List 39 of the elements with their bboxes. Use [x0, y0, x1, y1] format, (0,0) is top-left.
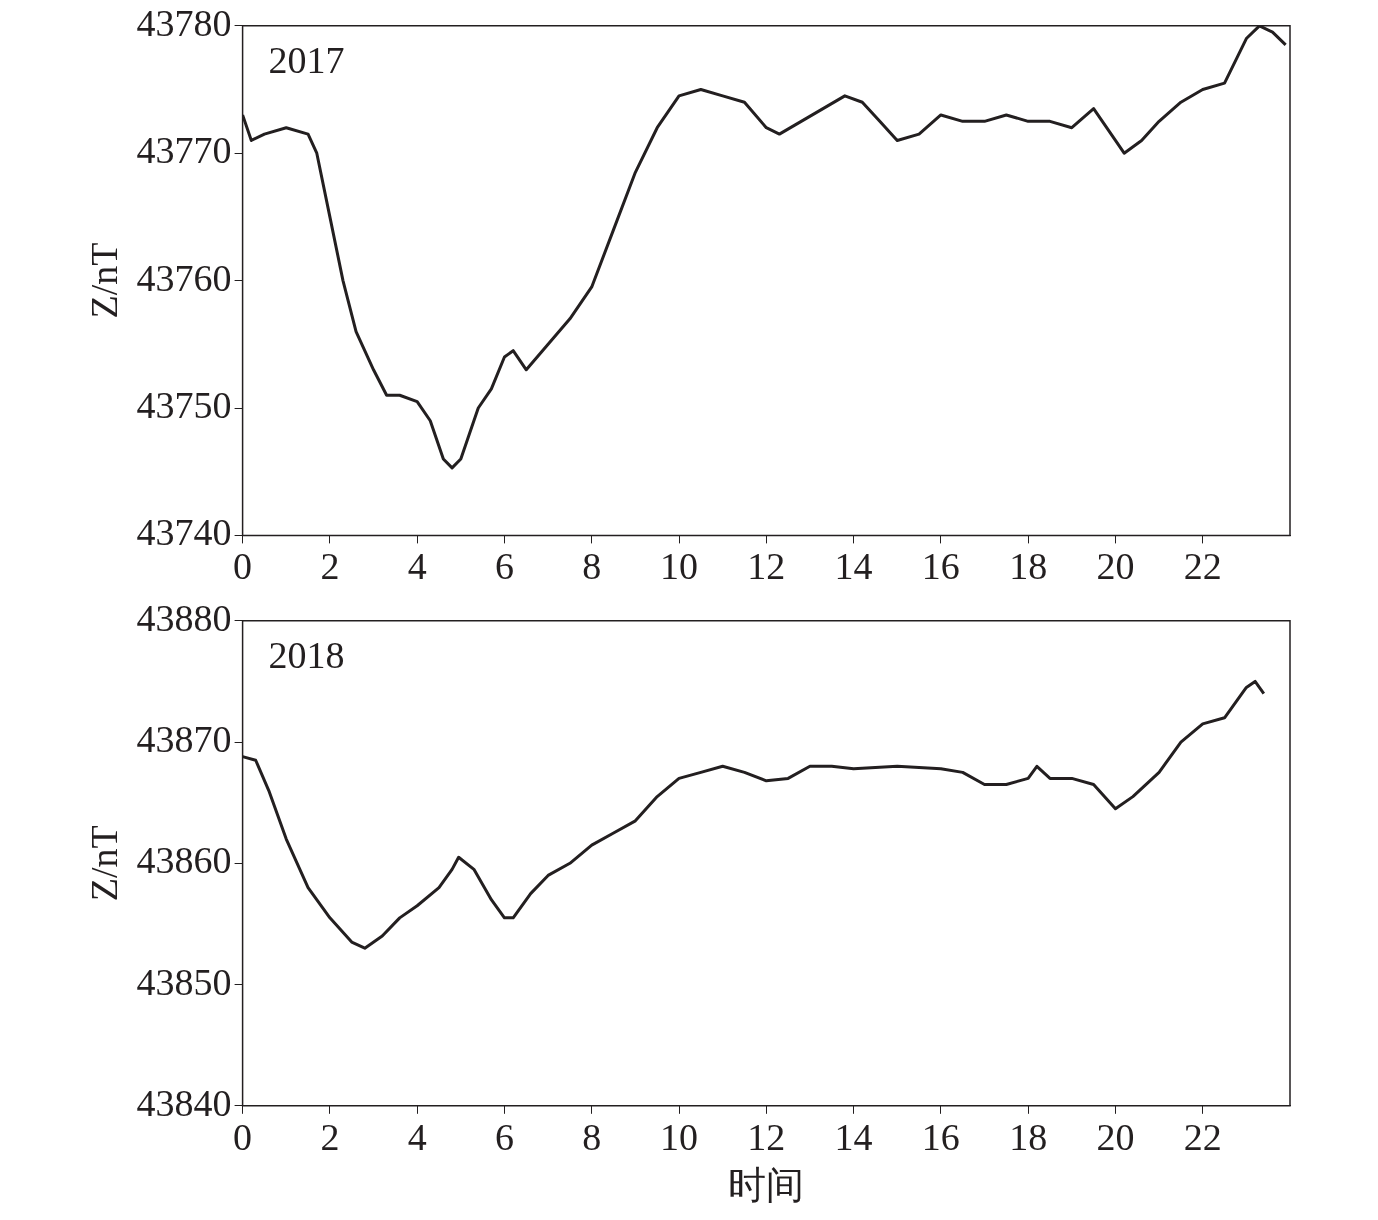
- y-axis-title: Z/nT: [82, 825, 125, 902]
- y-tick-label: 43840: [136, 1081, 232, 1124]
- y-tick-label: 43870: [136, 718, 232, 761]
- y-tick-label: 43880: [136, 596, 232, 639]
- x-tick-label: 14: [834, 1115, 873, 1158]
- x-tick-label: 10: [660, 545, 699, 588]
- x-tick-label: 14: [834, 545, 873, 588]
- x-tick-label: 12: [747, 1115, 786, 1158]
- y-axis-title: Z/nT: [82, 242, 125, 319]
- x-tick-label: 10: [660, 1115, 699, 1158]
- x-tick-label: 4: [407, 1115, 427, 1158]
- x-axis-title: 时间: [728, 1164, 805, 1207]
- annotation: 2018: [268, 633, 345, 676]
- x-tick-label: 18: [1009, 545, 1048, 588]
- x-tick-label: 6: [494, 545, 514, 588]
- x-tick-label: 8: [582, 1115, 602, 1158]
- x-tick-label: 2: [320, 1115, 340, 1158]
- y-tick-label: 43860: [136, 839, 232, 882]
- x-tick-label: 22: [1183, 545, 1222, 588]
- x-tick-label: 20: [1096, 545, 1135, 588]
- x-tick-label: 0: [233, 1115, 253, 1158]
- x-tick-label: 20: [1096, 1115, 1135, 1158]
- x-tick-label: 4: [407, 545, 427, 588]
- x-tick-label: 16: [921, 545, 960, 588]
- x-tick-label: 12: [747, 545, 786, 588]
- annotation: 2017: [268, 38, 345, 81]
- x-tick-label: 0: [233, 545, 253, 588]
- y-tick-label: 43740: [136, 511, 232, 554]
- y-tick-label: 43770: [136, 129, 232, 172]
- x-tick-label: 2: [320, 545, 340, 588]
- x-tick-label: 8: [582, 545, 602, 588]
- x-tick-label: 18: [1009, 1115, 1048, 1158]
- x-tick-label: 16: [921, 1115, 960, 1158]
- y-tick-label: 43750: [136, 383, 232, 426]
- x-tick-label: 22: [1183, 1115, 1222, 1158]
- y-tick-label: 43850: [136, 960, 232, 1003]
- y-tick-label: 43760: [136, 256, 232, 299]
- y-tick-label: 43780: [136, 1, 232, 44]
- x-tick-label: 6: [494, 1115, 514, 1158]
